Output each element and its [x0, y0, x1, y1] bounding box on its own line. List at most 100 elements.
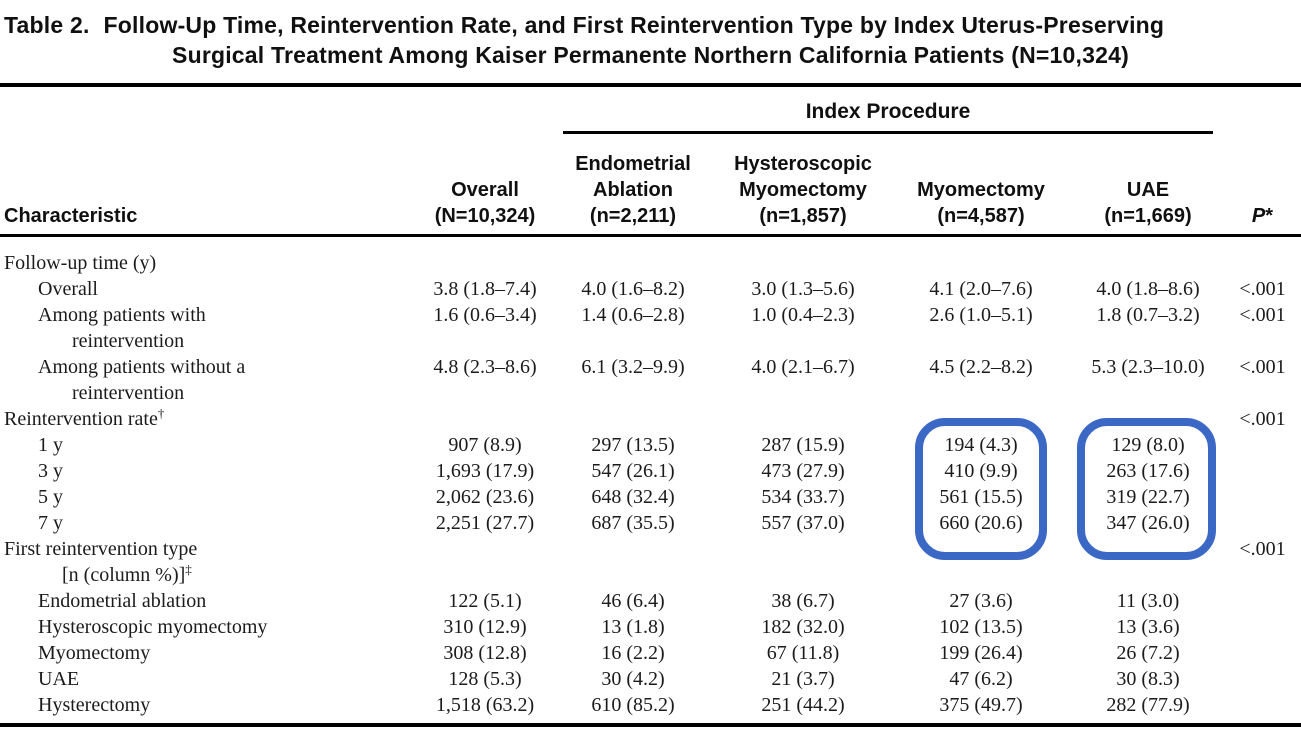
- row-label: 5 y: [0, 484, 420, 510]
- value-cell: 263 (17.6): [1106, 460, 1190, 482]
- column-header-line: Ablation: [593, 179, 673, 201]
- row-label: Among patients with reintervention: [0, 302, 420, 354]
- value-cell: 347 (26.0): [1106, 512, 1190, 534]
- column-header-line: Myomectomy: [739, 179, 867, 201]
- value-cell: 557 (37.0): [761, 512, 845, 534]
- row-label-line: Endometrial ablation: [0, 588, 420, 614]
- value-cell: 46 (6.4): [601, 590, 665, 612]
- row-label: Hysteroscopic myomectomy: [0, 614, 420, 640]
- value-cell: 251 (44.2): [761, 694, 845, 716]
- table-row: First reintervention type [n (column %)]‡…: [0, 536, 1301, 588]
- value-cell: 129 (8.0): [1111, 434, 1185, 456]
- value-cell: 30 (4.2): [601, 668, 665, 690]
- column-header-characteristic: Characteristic: [0, 203, 420, 232]
- column-header-line: (N=10,324): [434, 205, 536, 227]
- divider-header-rule: [0, 234, 1301, 237]
- row-label-line: Among patients without a: [0, 354, 420, 380]
- table-title-text: Follow-Up Time, Reintervention Rate, and…: [103, 12, 1165, 38]
- value-cell: 47 (6.2): [949, 668, 1013, 690]
- value-cell: 2,062 (23.6): [435, 486, 535, 508]
- value-cell: 6.1 (3.2–9.9): [581, 356, 685, 378]
- row-label-text: 7 y: [38, 512, 63, 534]
- value-cell: 907 (8.9): [448, 434, 522, 456]
- divider-bottom-rule: [0, 723, 1301, 727]
- value-cell: 27 (3.6): [949, 590, 1013, 612]
- value-cell: 26 (7.2): [1116, 642, 1180, 664]
- annotation-box-myomectomy-rates: [915, 418, 1047, 560]
- row-label: First reintervention type [n (column %)]‡: [0, 536, 420, 588]
- row-label-line: First reintervention type: [0, 536, 420, 562]
- column-header-line: Hysteroscopic: [734, 153, 872, 175]
- value-cell: 534 (33.7): [761, 486, 845, 508]
- value-cell: 4.1 (2.0–7.6): [929, 278, 1033, 300]
- row-label-line: 7 y: [0, 510, 420, 536]
- value-cell: 2,251 (27.7): [435, 512, 535, 534]
- row-label-text: 1 y: [38, 434, 63, 456]
- column-header-p: P*: [1224, 203, 1301, 232]
- value-cell: 5.3 (2.3–10.0): [1091, 356, 1205, 378]
- annotation-box-uae-rates: [1077, 418, 1216, 560]
- value-cell: 375 (49.7): [939, 694, 1023, 716]
- value-cell: 319 (22.7): [1106, 486, 1190, 508]
- row-label-line: reintervention: [0, 328, 420, 354]
- column-header-2: Hysteroscopic Myomectomy (n=1,857): [716, 151, 890, 232]
- table-row: 7 y 2,251 (27.7) 687 (35.5) 557 (37.0) 660 (…: [0, 510, 1301, 536]
- p-value-cell: <.001: [1239, 408, 1286, 430]
- row-label: 1 y: [0, 432, 420, 458]
- column-header-line: (n=4,587): [937, 205, 1025, 227]
- row-label-line: 3 y: [0, 458, 420, 484]
- row-label-line: Among patients with: [0, 302, 420, 328]
- value-cell: 660 (20.6): [939, 512, 1023, 534]
- table-title-line2: Surgical Treatment Among Kaiser Permanen…: [172, 42, 1129, 68]
- row-label: Endometrial ablation: [0, 588, 420, 614]
- value-cell: 4.0 (1.8–8.6): [1096, 278, 1200, 300]
- value-cell: 473 (27.9): [761, 460, 845, 482]
- row-label-line: 1 y: [0, 432, 420, 458]
- row-label-text: Reintervention rate: [4, 408, 158, 430]
- row-label: Overall: [0, 276, 420, 302]
- row-label: UAE: [0, 666, 420, 692]
- row-label: Myomectomy: [0, 640, 420, 666]
- row-label-line: Myomectomy: [0, 640, 420, 666]
- row-label-line: Hysterectomy: [0, 692, 420, 718]
- column-header-line: (n=1,857): [759, 205, 847, 227]
- value-cell: 194 (4.3): [944, 434, 1018, 456]
- value-cell: 282 (77.9): [1106, 694, 1190, 716]
- value-cell: 67 (11.8): [766, 642, 840, 664]
- table-title: Table 2. Follow-Up Time, Reintervention R…: [0, 10, 1301, 70]
- value-cell: 1,518 (63.2): [435, 694, 535, 716]
- row-label-text: Overall: [38, 278, 98, 300]
- column-header-line: Myomectomy: [917, 179, 1045, 201]
- value-cell: 1.4 (0.6–2.8): [581, 304, 685, 326]
- table-row: Follow-up time (y): [0, 250, 1301, 276]
- value-cell: 13 (1.8): [601, 616, 665, 638]
- value-cell: 4.0 (1.6–8.2): [581, 278, 685, 300]
- row-label-line: 5 y: [0, 484, 420, 510]
- table-row: Among patients without a reintervention 4.…: [0, 354, 1301, 406]
- table-row: Endometrial ablation 122 (5.1) 46 (6.4) 38 …: [0, 588, 1301, 614]
- row-label-text: Hysterectomy: [38, 694, 151, 716]
- row-label-text: [n (column %)]: [62, 564, 186, 586]
- value-cell: 687 (35.5): [591, 512, 675, 534]
- row-label: Follow-up time (y): [0, 250, 420, 276]
- index-procedure-spanner: Index Procedure: [805, 100, 971, 123]
- column-header-0: Overall (N=10,324): [420, 177, 550, 232]
- row-label: 7 y: [0, 510, 420, 536]
- footnote-marker: ‡: [185, 561, 192, 577]
- value-cell: 21 (3.7): [771, 668, 835, 690]
- value-cell: 11 (3.0): [1116, 590, 1180, 612]
- row-label-line: Reintervention rate†: [0, 406, 420, 432]
- value-cell: 102 (13.5): [939, 616, 1023, 638]
- row-label-text: Among patients without a: [38, 356, 246, 378]
- row-label: Hysterectomy: [0, 692, 420, 718]
- column-header-1: Endometrial Ablation (n=2,211): [550, 151, 716, 232]
- table-row: Hysterectomy 1,518 (63.2) 610 (85.2) 251 (4…: [0, 692, 1301, 718]
- table-row: UAE 128 (5.3) 30 (4.2) 21 (3.7) 47 (6.2) 30 (…: [0, 666, 1301, 692]
- value-cell: 1.0 (0.4–2.3): [751, 304, 855, 326]
- row-label-text: Endometrial ablation: [38, 590, 207, 612]
- p-value-cell: <.001: [1239, 278, 1286, 300]
- value-cell: 547 (26.1): [591, 460, 675, 482]
- value-cell: 1.6 (0.6–3.4): [433, 304, 537, 326]
- row-label-line: UAE: [0, 666, 420, 692]
- column-header-line: Endometrial: [575, 153, 691, 175]
